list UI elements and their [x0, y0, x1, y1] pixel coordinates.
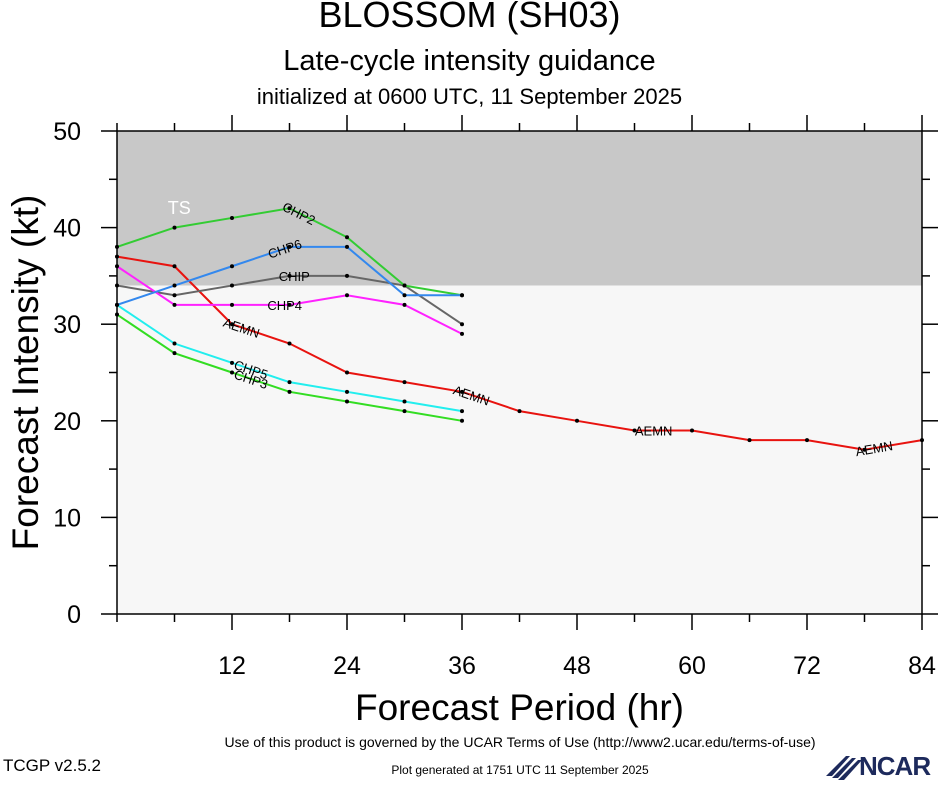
data-point-aemn — [115, 254, 119, 259]
data-point-aemn — [575, 418, 579, 423]
data-point-chp3 — [115, 312, 119, 317]
data-point-chp5 — [172, 341, 177, 346]
y-tick-label: 0 — [67, 601, 81, 629]
ncar-logo-mark-icon — [826, 756, 862, 780]
ncar-logo-text: NCAR — [859, 751, 931, 781]
data-point-chp2 — [172, 225, 177, 230]
data-point-aemn — [805, 438, 809, 443]
data-point-chp6 — [460, 293, 464, 298]
data-point-chp4 — [230, 302, 234, 307]
data-point-chp4 — [287, 302, 292, 307]
series-label-text-chp4: CHP4 — [267, 298, 302, 313]
data-point-aemn — [747, 438, 752, 443]
data-point-chp6 — [230, 264, 234, 269]
data-point-aemn — [920, 438, 924, 443]
data-point-chp5 — [402, 399, 407, 404]
data-point-chp5 — [460, 409, 464, 414]
data-point-chp6 — [287, 244, 292, 249]
data-point-chp3 — [460, 418, 464, 423]
data-point-chp3 — [230, 370, 234, 375]
data-point-aemn — [862, 447, 867, 452]
data-point-chp6 — [402, 293, 407, 298]
data-point-aemn — [287, 341, 292, 346]
y-axis-title: Forecast Intensity (kt) — [5, 195, 46, 551]
data-point-chp4 — [172, 302, 177, 307]
plot-frame — [116, 130, 923, 615]
data-point-chip — [460, 322, 464, 327]
terms-of-use-notice: Use of this product is governed by the U… — [224, 734, 816, 750]
data-point-chp4 — [460, 331, 464, 336]
data-point-chp4 — [345, 293, 349, 298]
data-point-aemn — [345, 370, 349, 375]
x-tick-label: 48 — [563, 652, 591, 680]
chart-init-line: initialized at 0600 UTC, 11 September 20… — [256, 84, 683, 109]
data-point-chp6 — [172, 283, 177, 288]
data-point-chp3 — [287, 389, 292, 394]
data-point-chp4 — [115, 264, 119, 269]
generated-timestamp: Plot generated at 1751 UTC 11 September … — [391, 763, 649, 777]
data-point-chp4 — [402, 302, 407, 307]
data-point-chip — [172, 293, 177, 298]
data-point-aemn — [230, 322, 234, 327]
series-label-text-aemn: AEMN — [854, 438, 894, 459]
data-point-chp2 — [230, 215, 234, 220]
data-point-chp6 — [115, 302, 119, 307]
data-point-chp5 — [345, 389, 349, 394]
y-tick-label: 30 — [53, 311, 81, 339]
data-point-chp2 — [115, 244, 119, 249]
x-tick-label: 60 — [678, 652, 706, 680]
x-axis-title: Forecast Period (hr) — [355, 687, 684, 728]
y-tick-label: 50 — [53, 118, 81, 146]
data-point-chip — [230, 283, 234, 288]
data-point-chp2 — [345, 235, 349, 240]
y-tick-label: 10 — [53, 504, 81, 532]
data-point-chp3 — [172, 351, 177, 356]
x-tick-label: 84 — [908, 652, 936, 680]
chart-subtitle: Late-cycle intensity guidance — [283, 45, 656, 77]
y-tick-label: 40 — [53, 215, 81, 243]
intensity-band-ts — [117, 131, 922, 286]
series-label-aemn: AEMN — [854, 438, 894, 459]
data-point-aemn — [517, 409, 522, 414]
intensity-band-below-ts — [117, 285, 922, 614]
data-point-chp3 — [345, 399, 349, 404]
data-point-chp3 — [402, 409, 407, 414]
series-label-aemn: AEMN — [635, 423, 673, 438]
x-tick-label: 72 — [793, 652, 821, 680]
data-point-chip — [287, 273, 292, 278]
data-point-chip — [345, 273, 349, 278]
version-label: TCGP v2.5.2 — [3, 756, 101, 775]
x-tick-label: 24 — [333, 652, 361, 680]
data-point-chp5 — [287, 380, 292, 385]
x-tick-label: 36 — [448, 652, 476, 680]
ncar-logo: NCAR — [826, 748, 939, 781]
y-tick-label: 20 — [53, 408, 81, 436]
data-point-aemn — [172, 264, 177, 269]
data-point-chp2 — [402, 283, 407, 288]
data-point-aemn — [402, 380, 407, 385]
series-label-chp4: CHP4 — [267, 298, 302, 313]
intensity-chart: TS 0 10 20 30 40 50 12 24 36 48 60 72 84 Forecast Peri… — [5, 115, 938, 728]
data-point-chip — [115, 283, 119, 288]
x-tick-label: 12 — [218, 652, 246, 680]
series-label-text-aemn: AEMN — [635, 423, 673, 438]
data-point-chp6 — [345, 244, 349, 249]
data-point-aemn — [632, 428, 637, 433]
series-label-chip: CHIP — [279, 269, 310, 284]
series-chp4: CHP4 — [115, 264, 464, 336]
data-point-chp2 — [287, 206, 292, 211]
data-point-aemn — [690, 428, 694, 433]
data-point-aemn — [460, 389, 464, 394]
chart-title: BLOSSOM (SH03) — [318, 0, 621, 35]
data-point-chp5 — [230, 360, 234, 365]
series-label-text-chip: CHIP — [279, 269, 310, 284]
band-label-ts: TS — [168, 198, 191, 218]
